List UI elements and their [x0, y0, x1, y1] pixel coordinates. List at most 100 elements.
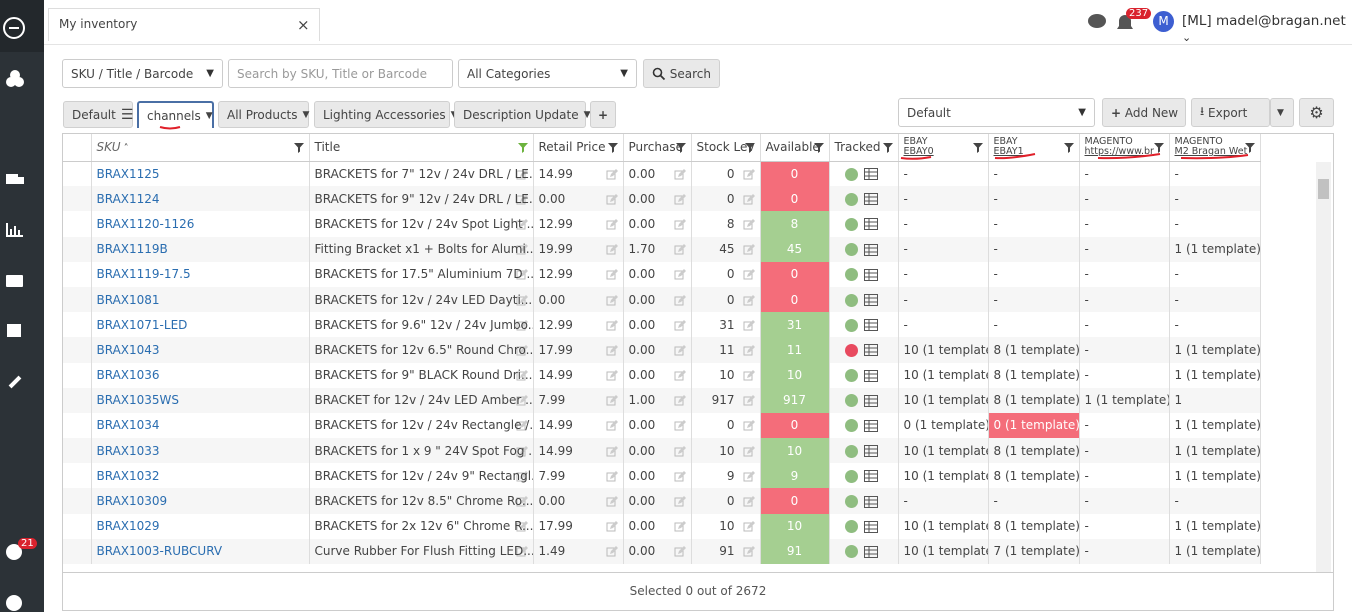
filter-icon[interactable] [517, 142, 529, 156]
cell-text: - [1084, 443, 1089, 458]
cell-text: 1.70 [628, 242, 656, 257]
filter-icon[interactable] [293, 142, 305, 156]
grid-row[interactable]: BRAX1120-1126 BRACKETS for 12v / 24v Spot… [63, 211, 1261, 237]
column-label: Title [314, 140, 341, 155]
grid-row[interactable]: BRAX1035WS BRACKET for 12v / 24v LED Ambe… [63, 387, 1261, 413]
view-tab[interactable]: Description Update ▼ [454, 101, 591, 128]
available-cell: 0 [760, 186, 830, 212]
ebay0-cell: - [898, 161, 989, 187]
filter-icon[interactable] [1244, 142, 1256, 156]
sku-link[interactable]: BRAX1029 [96, 519, 160, 534]
sku-link[interactable]: BRAX1120-1126 [96, 216, 195, 231]
grid-row[interactable]: BRAX10309 BRACKETS for 12v 8.5" Chrome Ro… [63, 488, 1261, 514]
sku-link[interactable]: BRAX1081 [96, 292, 160, 307]
tab[interactable]: My inventory × [48, 8, 320, 41]
grid-row[interactable]: BRAX1043 BRACKETS for 12v 6.5" Round Chro… [63, 337, 1261, 363]
field-select[interactable]: SKU / Title / Barcode ▼ [62, 59, 223, 88]
grid-row[interactable]: BRAX1071-LED BRACKETS for 9.6" 12v / 24v … [63, 312, 1261, 338]
user-menu[interactable]: [ML] madel@bragan.net ⌄ [1182, 13, 1346, 44]
add-new-button[interactable]: + Add New [1102, 98, 1186, 127]
edit-icon [606, 168, 618, 180]
sku-link[interactable]: BRAX1124 [96, 191, 160, 206]
filter-icon[interactable] [882, 142, 894, 156]
grid-row[interactable]: BRAX1032 BRACKETS for 12v / 24v 9" Rectan… [63, 463, 1261, 489]
column-label: SKU [96, 140, 121, 155]
column-header[interactable]: Title [309, 134, 534, 162]
column-label: MAGENTO [1174, 136, 1223, 147]
category-select[interactable]: All Categories ▼ [458, 59, 637, 88]
grid-row[interactable]: BRAX1029 BRACKETS for 2x 12v 6" Chrome R.… [63, 513, 1261, 539]
filter-icon[interactable] [1063, 142, 1075, 156]
tracked-dot [844, 268, 858, 282]
cell-text: 11 [786, 342, 803, 357]
sku-link[interactable]: BRAX1032 [96, 468, 160, 483]
filter-icon[interactable] [607, 142, 619, 156]
grid-icon [863, 268, 878, 281]
edit-icon [674, 445, 686, 457]
grid-row[interactable]: BRAX1119-17.5 BRACKETS for 17.5" Aluminiu… [63, 261, 1261, 287]
view-select[interactable]: Default ▼ [898, 98, 1095, 127]
edit-icon [674, 546, 686, 557]
grid-clip: SKU ˄ Title Retail Price Purchase Stock Lev Av… [63, 134, 1261, 564]
search-input[interactable]: Search by SKU, Title or Barcode [228, 59, 453, 88]
grid-row[interactable]: BRAX1125 BRACKETS for 7" 12v / 24v DRL / … [63, 161, 1261, 187]
filter-icon[interactable] [744, 142, 756, 156]
grid-row[interactable]: BRAX1033 BRACKETS for 1 x 9 " 24V Spot Fo… [63, 438, 1261, 464]
scroll-thumb[interactable] [1318, 179, 1329, 199]
grid-row[interactable]: BRAX1036 BRACKETS for 9" BLACK Round Dri.… [63, 362, 1261, 388]
magento2-cell: 1 (1 template) [1169, 463, 1261, 489]
grid-row[interactable]: BRAX1003-RUBCURV Curve Rubber For Flush F… [63, 538, 1261, 564]
column-header[interactable]: EBAY EBAY0 [898, 134, 989, 162]
export-menu[interactable]: ▼ [1270, 98, 1294, 127]
filter-icon[interactable] [675, 142, 687, 156]
edit-icon [674, 344, 686, 356]
column-header[interactable]: Available [760, 134, 830, 162]
sku-link[interactable]: BRAX1035WS [96, 393, 180, 408]
search-button[interactable]: Search [643, 59, 720, 88]
filter-icon[interactable] [813, 142, 825, 156]
sku-link[interactable]: BRAX1071-LED [96, 317, 188, 332]
retail-price-cell: 0.00 [533, 186, 624, 212]
view-tab[interactable]: channels ▼ [137, 101, 214, 128]
sku-cell: BRAX1034 [91, 412, 310, 439]
grid-row[interactable]: BRAX1081 BRACKETS for 12v / 24v LED Dayti… [63, 286, 1261, 313]
cell-text: 0.00 [628, 544, 656, 559]
avatar[interactable]: M [1153, 11, 1174, 32]
view-tab[interactable]: Default ☰ [63, 101, 133, 128]
add-view-button[interactable]: + [590, 101, 616, 128]
sku-link[interactable]: BRAX1036 [96, 368, 160, 383]
tab-close[interactable]: × [297, 16, 310, 34]
sku-link[interactable]: BRAX1043 [96, 342, 160, 357]
sku-link[interactable]: BRAX1003-RUBCURV [96, 544, 223, 559]
sku-link[interactable]: BRAX1034 [96, 418, 160, 433]
filter-icon[interactable] [1153, 142, 1165, 156]
cell-text: 8 [790, 216, 799, 231]
stock-cell: 10 [691, 438, 761, 464]
cell-text: 1 (1 template) [1174, 544, 1260, 559]
cell-text: 0 [790, 191, 799, 206]
settings-button[interactable]: ⚙ [1299, 98, 1334, 127]
column-header[interactable]: Stock Lev [691, 134, 761, 162]
column-header[interactable]: EBAY EBAY1 [988, 134, 1080, 162]
cell-text: - [993, 317, 998, 332]
ebay1-cell: - [988, 488, 1080, 514]
column-header[interactable]: Retail Price [533, 134, 624, 162]
view-tab[interactable]: All Products ▼ [218, 101, 309, 128]
column-header[interactable]: Purchase [623, 134, 692, 162]
sku-link[interactable]: BRAX1033 [96, 443, 160, 458]
ebay1-cell: 0 (1 template) [988, 412, 1080, 439]
column-header[interactable]: Tracked [829, 134, 899, 162]
sku-link[interactable]: BRAX1119-17.5 [96, 267, 191, 282]
filter-icon[interactable] [972, 142, 984, 156]
view-tab[interactable]: Lighting Accessories▼ [314, 101, 458, 128]
column-header[interactable]: SKU ˄ [91, 134, 310, 162]
cell-text: BRACKETS for 12v / 24v Rectangle /... [314, 418, 533, 433]
export-button[interactable]: ⭳ Export [1191, 98, 1270, 127]
grid-row[interactable]: BRAX1119B Fitting Bracket x1 + Bolts for … [63, 236, 1261, 262]
sku-link[interactable]: BRAX1125 [96, 166, 160, 181]
sku-link[interactable]: BRAX10309 [96, 494, 168, 509]
notification-badge[interactable]: 237 [1126, 8, 1152, 19]
sku-link[interactable]: BRAX1119B [96, 242, 168, 257]
grid-row[interactable]: BRAX1124 BRACKETS for 9" 12v / 24v DRL / … [63, 186, 1261, 212]
grid-row[interactable]: BRAX1034 BRACKETS for 12v / 24v Rectangle… [63, 412, 1261, 439]
